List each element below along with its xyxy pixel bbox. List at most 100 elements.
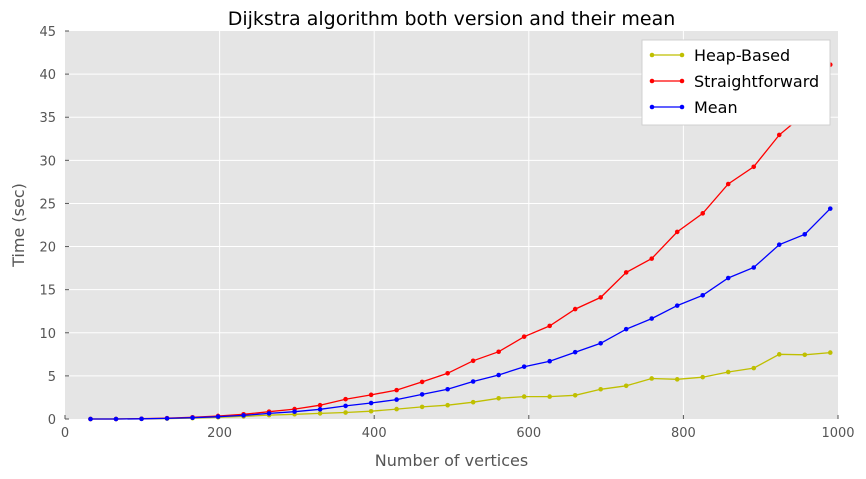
data-point-mean [113, 416, 119, 422]
data-point-straightforward [419, 379, 425, 385]
x-tick-label: 800 [671, 426, 696, 441]
series-layer [88, 62, 833, 422]
data-point-mean [623, 326, 629, 332]
data-point-mean [470, 379, 476, 384]
data-point-heap-based [419, 404, 425, 410]
data-point-mean [292, 409, 297, 414]
y-tick-label: 10 [39, 327, 56, 342]
data-point-mean [521, 364, 527, 369]
data-point-straightforward [547, 323, 552, 329]
data-point-mean [215, 414, 221, 419]
data-point-straightforward [751, 164, 757, 170]
y-tick-label: 20 [39, 241, 56, 256]
data-point-heap-based [496, 396, 501, 401]
data-point-mean [394, 397, 399, 402]
data-point-heap-based [470, 399, 476, 405]
data-point-heap-based [649, 376, 655, 381]
x-tick-label: 200 [207, 426, 232, 441]
data-point-mean [572, 349, 578, 355]
legend-swatch-marker [679, 78, 685, 84]
data-point-straightforward [572, 306, 578, 312]
legend-swatch-marker [679, 104, 685, 110]
x-tick-label: 400 [362, 426, 387, 441]
x-axis-label: Number of vertices [375, 451, 528, 470]
data-point-mean [419, 392, 425, 397]
data-point-heap-based [827, 350, 833, 355]
data-point-mean [317, 407, 323, 412]
data-point-mean [190, 415, 195, 421]
data-point-mean [725, 275, 731, 281]
data-point-mean [164, 416, 170, 421]
legend: Heap-Based Straightforward Mean [641, 39, 831, 126]
data-point-mean [241, 413, 246, 418]
chart-title: Dijkstra algorithm both version and thei… [228, 8, 676, 30]
legend-swatch-marker [649, 104, 655, 110]
data-point-heap-based [317, 411, 323, 416]
data-point-straightforward [725, 181, 731, 187]
data-point-straightforward [521, 334, 527, 339]
legend-item-heap-based: Heap-Based [649, 46, 790, 65]
data-point-straightforward [470, 358, 476, 364]
legend-label: Mean [694, 98, 738, 117]
legend-label: Heap-Based [694, 46, 790, 65]
data-point-straightforward [496, 349, 501, 355]
data-point-mean [700, 292, 706, 298]
y-tick-label: 40 [39, 68, 56, 83]
legend-swatch-marker [679, 52, 685, 58]
data-point-heap-based [368, 408, 374, 414]
data-point-straightforward [649, 256, 655, 261]
data-point-mean [674, 303, 680, 308]
data-point-mean [343, 403, 348, 409]
data-point-mean [496, 372, 501, 378]
data-point-mean [139, 416, 144, 422]
data-point-straightforward [700, 211, 706, 216]
data-point-straightforward [343, 396, 348, 402]
data-point-heap-based [572, 392, 578, 398]
legend-swatch-marker [649, 78, 655, 84]
data-point-straightforward [623, 270, 629, 275]
series-mean [88, 206, 833, 422]
x-tick-label: 1000 [821, 426, 854, 441]
data-point-mean [751, 265, 757, 270]
data-point-heap-based [674, 377, 680, 382]
y-tick-label: 0 [48, 413, 56, 428]
data-point-straightforward [776, 132, 782, 138]
legend-item-mean: Mean [649, 98, 738, 117]
data-point-straightforward [445, 371, 450, 376]
data-point-mean [266, 411, 272, 416]
y-tick-label: 15 [39, 284, 56, 299]
data-point-heap-based [700, 374, 706, 380]
legend-swatch-marker [649, 52, 655, 58]
data-point-straightforward [598, 295, 603, 300]
data-point-heap-based [776, 352, 782, 357]
legend-item-straightforward: Straightforward [649, 72, 819, 91]
legend-label: Straightforward [694, 72, 819, 91]
data-point-heap-based [623, 383, 629, 389]
data-point-heap-based [445, 402, 450, 408]
data-point-mean [88, 416, 93, 422]
data-point-straightforward [368, 392, 374, 398]
data-point-straightforward [394, 387, 399, 393]
data-point-heap-based [802, 352, 808, 358]
data-point-mean [649, 316, 655, 321]
y-tick-label: 25 [39, 197, 56, 212]
data-point-heap-based [394, 406, 399, 412]
axis-ticks: 0 200 400 600 800 1000 0 5 10 15 20 25 30 35 40 45 [39, 25, 854, 441]
data-point-mean [776, 242, 782, 247]
data-point-straightforward [674, 229, 680, 235]
data-point-mean [802, 232, 808, 237]
data-point-heap-based [751, 365, 757, 371]
data-point-mean [598, 340, 603, 346]
series-line-mean [90, 208, 831, 420]
x-tick-label: 0 [61, 426, 69, 441]
x-tick-label: 600 [516, 426, 541, 441]
y-axis-label: Time (sec) [9, 183, 28, 268]
legend-box [641, 39, 831, 126]
data-point-mean [445, 386, 450, 392]
data-point-heap-based [598, 386, 603, 392]
data-point-mean [368, 400, 374, 406]
y-tick-label: 35 [39, 111, 56, 126]
y-tick-label: 30 [39, 154, 56, 169]
y-tick-label: 5 [48, 370, 56, 385]
data-point-mean [827, 206, 833, 211]
